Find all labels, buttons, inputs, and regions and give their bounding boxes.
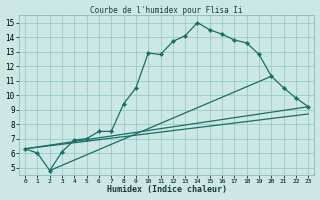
Title: Courbe de l'humidex pour Flisa Ii: Courbe de l'humidex pour Flisa Ii xyxy=(90,6,243,15)
X-axis label: Humidex (Indice chaleur): Humidex (Indice chaleur) xyxy=(107,185,227,194)
